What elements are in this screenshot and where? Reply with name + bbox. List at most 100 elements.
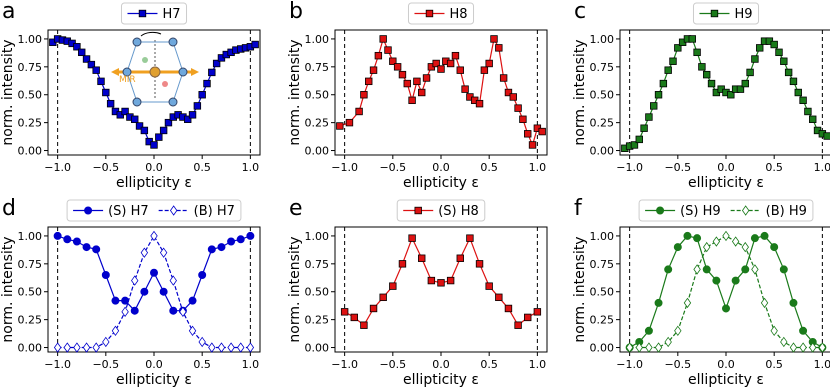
- marker: [418, 254, 426, 262]
- marker: [736, 85, 745, 93]
- marker: [82, 243, 91, 252]
- marker: [741, 265, 750, 274]
- marker: [140, 126, 149, 135]
- x-tick-label: 0.0: [145, 358, 163, 371]
- marker: [111, 325, 120, 336]
- marker: [674, 325, 682, 336]
- marker: [659, 79, 668, 88]
- x-tick-label: −0.5: [379, 358, 406, 371]
- marker: [246, 231, 255, 240]
- inset-atom: [168, 97, 178, 107]
- marker: [169, 306, 178, 315]
- panel-label: e: [289, 196, 303, 221]
- legend: H8: [407, 2, 475, 25]
- marker: [712, 276, 721, 285]
- plot-frame: [334, 226, 548, 353]
- legend-marker: [84, 206, 93, 215]
- marker: [809, 115, 817, 123]
- marker: [193, 102, 202, 110]
- legend-label: (S) H9: [680, 204, 721, 219]
- marker: [741, 241, 749, 253]
- marker: [746, 68, 754, 77]
- y-tick-label: 0.25: [18, 314, 43, 327]
- marker: [645, 113, 653, 121]
- marker: [92, 66, 100, 74]
- marker: [63, 235, 72, 244]
- marker: [703, 70, 711, 79]
- legend-box: [638, 199, 814, 222]
- y-tick-label: 1.00: [305, 33, 330, 46]
- marker: [73, 342, 81, 353]
- marker: [799, 96, 807, 105]
- x-axis-label: ellipticity ε: [116, 372, 192, 388]
- marker: [422, 74, 431, 82]
- y-tick-label: 0.25: [590, 117, 615, 130]
- legend-marker: [414, 206, 422, 215]
- marker: [384, 46, 392, 54]
- marker: [818, 342, 827, 353]
- marker: [164, 118, 173, 127]
- marker: [135, 122, 144, 130]
- marker: [340, 308, 349, 316]
- marker: [212, 59, 221, 68]
- x-tick-label: 0.5: [193, 358, 211, 371]
- marker: [179, 306, 187, 318]
- y-tick-label: 0.75: [590, 61, 615, 74]
- marker: [499, 74, 508, 82]
- marker: [207, 245, 216, 254]
- marker: [751, 55, 759, 63]
- y-tick-label: 1.00: [18, 230, 43, 243]
- marker: [741, 79, 749, 88]
- y-tick-label: 0.50: [305, 286, 330, 299]
- marker: [446, 59, 455, 68]
- x-tick-label: 0.5: [480, 161, 498, 174]
- panel-label: c: [574, 0, 586, 24]
- marker: [437, 65, 445, 73]
- x-tick-label: 0.0: [432, 358, 450, 371]
- marker: [336, 122, 344, 130]
- inset-rotation: [140, 31, 162, 37]
- y-tick-label: 0.25: [590, 314, 615, 327]
- marker: [437, 279, 445, 287]
- x-tick-label: −1.0: [616, 358, 643, 371]
- marker: [432, 59, 440, 68]
- x-axis-label: ellipticity ε: [403, 175, 479, 191]
- marker: [485, 282, 493, 290]
- marker: [789, 298, 798, 307]
- x-tick-label: 1.0: [242, 358, 260, 371]
- x-tick-label: −0.5: [92, 358, 119, 371]
- marker: [101, 270, 110, 279]
- marker: [456, 254, 464, 262]
- marker: [203, 79, 211, 88]
- marker: [53, 231, 62, 240]
- x-tick-label: −0.5: [664, 161, 691, 174]
- marker: [360, 321, 368, 329]
- y-tick-label: 0.50: [18, 89, 43, 102]
- inset-atom: [178, 67, 188, 77]
- x-tick-label: 0.0: [432, 161, 450, 174]
- marker: [53, 342, 62, 353]
- marker: [413, 77, 421, 86]
- marker: [780, 336, 788, 348]
- legend-box: [66, 199, 242, 222]
- marker: [446, 276, 455, 285]
- marker: [78, 48, 86, 57]
- marker: [504, 88, 513, 97]
- marker: [159, 247, 168, 258]
- legend-marker: [425, 9, 434, 18]
- marker: [188, 296, 197, 305]
- marker: [217, 342, 226, 353]
- marker: [102, 336, 110, 348]
- y-tick-label: 1.00: [18, 33, 43, 46]
- marker: [630, 141, 639, 149]
- marker: [490, 35, 498, 43]
- marker: [73, 43, 81, 51]
- marker: [722, 230, 730, 242]
- legend-label: H8: [449, 7, 467, 22]
- marker: [227, 342, 235, 353]
- marker: [208, 68, 216, 77]
- marker: [150, 230, 158, 242]
- marker: [398, 70, 407, 79]
- marker: [379, 35, 387, 43]
- marker: [645, 342, 653, 353]
